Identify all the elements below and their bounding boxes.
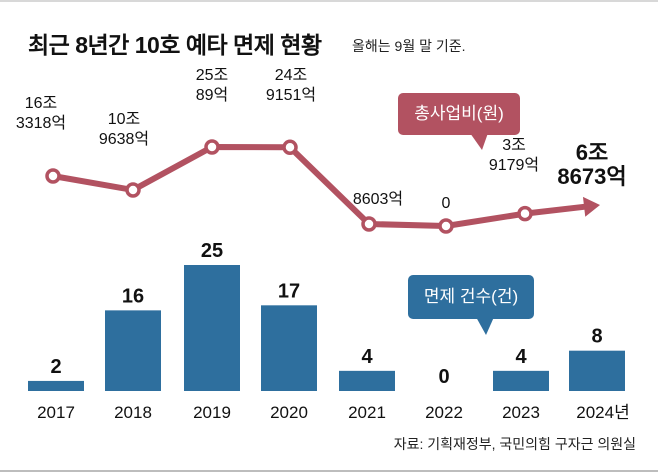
line-value-label: 25조 89억 — [196, 67, 229, 104]
line-value-label: 0 — [442, 195, 451, 212]
x-tick-label: 2018 — [114, 403, 152, 422]
callout-cost-tail — [470, 133, 488, 150]
line-value-label: 24조 9151억 — [266, 67, 316, 104]
chart-title: 최근 8년간 10호 예타 면제 현황 — [28, 32, 322, 58]
x-tick-label: 2019 — [193, 403, 231, 422]
bar-value-label: 4 — [515, 346, 527, 368]
legend-callout-count: 면제 건수(건) — [408, 275, 534, 319]
line-value-label-part: 16조 — [25, 95, 58, 112]
line-value-label-part: 0 — [442, 195, 451, 212]
line-value-label: 16조 3318억 — [16, 95, 66, 132]
line-value-label-part: 8603억 — [353, 190, 403, 208]
line-point-2021 — [361, 216, 377, 232]
line-point-2020 — [282, 139, 298, 156]
bar-2024년 — [569, 350, 625, 391]
x-tick-label: 2024년 — [576, 403, 629, 422]
x-tick-label: 2022 — [425, 403, 463, 422]
line-point-2018 — [125, 182, 141, 198]
line-value-label: 8603억 — [353, 190, 403, 208]
bar-2020 — [261, 305, 317, 391]
bar-2017 — [28, 380, 84, 391]
line-value-label-part: 3조 — [502, 137, 526, 154]
line-value-label-part: 9638억 — [99, 130, 149, 148]
bar-value-label: 16 — [122, 285, 144, 307]
cost-line — [50, 144, 588, 229]
line-point-2022 — [438, 218, 454, 234]
source-note: 자료: 기획재정부, 국민의힘 구자근 의원실 — [393, 436, 636, 452]
x-tick-label: 2017 — [37, 403, 75, 422]
line-value-label-part: 25조 — [196, 67, 229, 84]
bottom-border — [0, 470, 658, 472]
line-series — [45, 139, 600, 234]
x-axis-labels: 2017 2018 2019 2020 2021 2022 2023 2024년 — [37, 403, 630, 422]
line-value-label-part: 8673억 — [557, 164, 626, 189]
top-border — [0, 0, 658, 2]
x-tick-label: 2021 — [348, 403, 386, 422]
line-value-label-part: 9179억 — [489, 156, 539, 174]
chart-subtitle: 올해는 9월 말 기준. — [352, 38, 466, 54]
line-value-label-part: 9151억 — [266, 86, 316, 104]
bar-2021 — [339, 370, 395, 391]
bar-value-label: 2 — [50, 356, 61, 378]
line-point-2023 — [517, 205, 533, 222]
bar-2019 — [184, 265, 240, 391]
callout-count-tail — [476, 317, 494, 335]
x-tick-label: 2023 — [502, 403, 540, 422]
line-point-2019 — [204, 139, 220, 155]
legend-callout-cost: 총사업비(원) — [398, 93, 520, 135]
arrow-head-icon — [582, 196, 600, 217]
line-point-2017 — [45, 168, 61, 184]
line-value-label-part: 89억 — [196, 86, 229, 104]
line-value-label-latest: 6조 8673억 — [557, 140, 626, 189]
bar-series — [28, 265, 625, 391]
line-value-label: 10조 9638억 — [99, 111, 149, 148]
x-tick-label: 2020 — [270, 403, 308, 422]
line-value-label-part: 3318억 — [16, 114, 66, 132]
bar-value-label: 0 — [438, 366, 449, 388]
line-value-label-part: 24조 — [275, 67, 308, 84]
bar-value-label: 17 — [278, 280, 300, 302]
bar-value-label: 25 — [201, 240, 223, 262]
bar-value-label: 8 — [591, 326, 602, 348]
line-value-label-part: 6조 — [576, 140, 608, 165]
bar-2023 — [493, 370, 549, 391]
line-value-label: 3조 9179억 — [489, 137, 539, 174]
bar-2018 — [105, 310, 161, 391]
line-value-label-part: 10조 — [108, 111, 141, 128]
bar-value-label: 4 — [361, 346, 373, 368]
